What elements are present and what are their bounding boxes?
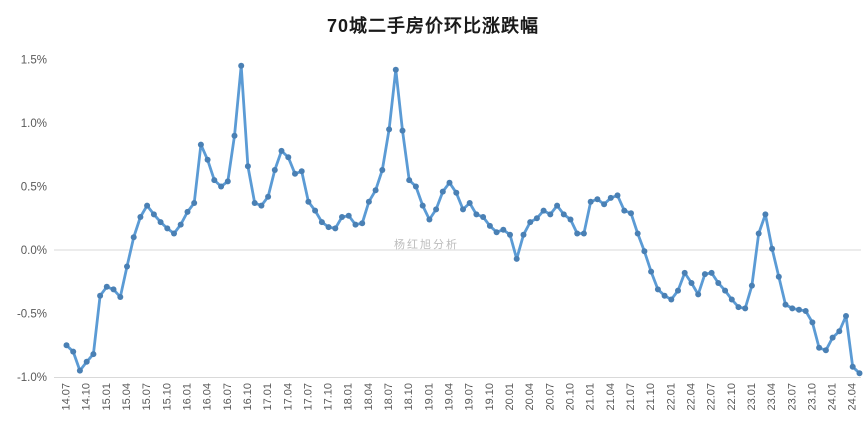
svg-text:14.07: 14.07 bbox=[61, 383, 73, 411]
svg-text:20.04: 20.04 bbox=[524, 383, 536, 411]
svg-text:20.01: 20.01 bbox=[504, 383, 516, 411]
svg-text:23.01: 23.01 bbox=[746, 383, 758, 411]
svg-text:15.07: 15.07 bbox=[141, 383, 153, 411]
svg-text:19.04: 19.04 bbox=[444, 383, 456, 411]
svg-text:24.01: 24.01 bbox=[827, 383, 839, 411]
svg-text:0.5%: 0.5% bbox=[21, 182, 47, 194]
svg-text:17.10: 17.10 bbox=[323, 383, 335, 411]
svg-text:23.07: 23.07 bbox=[786, 383, 798, 411]
svg-text:21.10: 21.10 bbox=[645, 383, 657, 411]
svg-text:18.10: 18.10 bbox=[403, 383, 415, 411]
svg-text:17.04: 17.04 bbox=[282, 383, 294, 411]
svg-text:22.04: 22.04 bbox=[685, 383, 697, 411]
svg-text:21.04: 21.04 bbox=[605, 383, 617, 411]
svg-text:18.01: 18.01 bbox=[343, 383, 355, 411]
svg-text:16.04: 16.04 bbox=[202, 383, 214, 411]
svg-text:19.01: 19.01 bbox=[423, 383, 435, 411]
svg-text:23.10: 23.10 bbox=[806, 383, 818, 411]
svg-text:22.01: 22.01 bbox=[665, 383, 677, 411]
svg-text:17.07: 17.07 bbox=[302, 383, 314, 411]
svg-text:1.5%: 1.5% bbox=[21, 55, 47, 67]
svg-text:16.01: 16.01 bbox=[181, 383, 193, 411]
svg-text:17.01: 17.01 bbox=[262, 383, 274, 411]
svg-text:15.04: 15.04 bbox=[121, 383, 133, 411]
svg-text:22.07: 22.07 bbox=[706, 383, 718, 411]
svg-text:19.07: 19.07 bbox=[464, 383, 476, 411]
svg-text:22.10: 22.10 bbox=[726, 383, 738, 411]
svg-text:18.07: 18.07 bbox=[383, 383, 395, 411]
svg-text:18.04: 18.04 bbox=[363, 383, 375, 411]
svg-text:21.07: 21.07 bbox=[625, 383, 637, 411]
svg-text:19.10: 19.10 bbox=[484, 383, 496, 411]
svg-text:14.10: 14.10 bbox=[81, 383, 93, 411]
svg-text:1.0%: 1.0% bbox=[21, 118, 47, 130]
svg-text:15.01: 15.01 bbox=[101, 383, 113, 411]
chart-title: 70城二手房价环比涨跌幅 bbox=[326, 16, 540, 36]
svg-text:15.10: 15.10 bbox=[161, 383, 173, 411]
svg-text:-0.5%: -0.5% bbox=[17, 309, 47, 321]
svg-text:16.07: 16.07 bbox=[222, 383, 234, 411]
svg-text:23.04: 23.04 bbox=[766, 383, 778, 411]
svg-text:0.0%: 0.0% bbox=[21, 245, 47, 257]
svg-text:16.10: 16.10 bbox=[242, 383, 254, 411]
svg-text:24.04: 24.04 bbox=[847, 383, 859, 411]
svg-text:-1.0%: -1.0% bbox=[17, 372, 47, 384]
svg-text:20.07: 20.07 bbox=[544, 383, 556, 411]
svg-text:20.10: 20.10 bbox=[565, 383, 577, 411]
svg-text:21.01: 21.01 bbox=[585, 383, 597, 411]
